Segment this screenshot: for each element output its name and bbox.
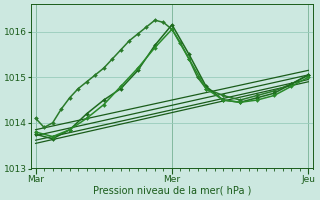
X-axis label: Pression niveau de la mer( hPa ): Pression niveau de la mer( hPa ) (93, 186, 251, 196)
